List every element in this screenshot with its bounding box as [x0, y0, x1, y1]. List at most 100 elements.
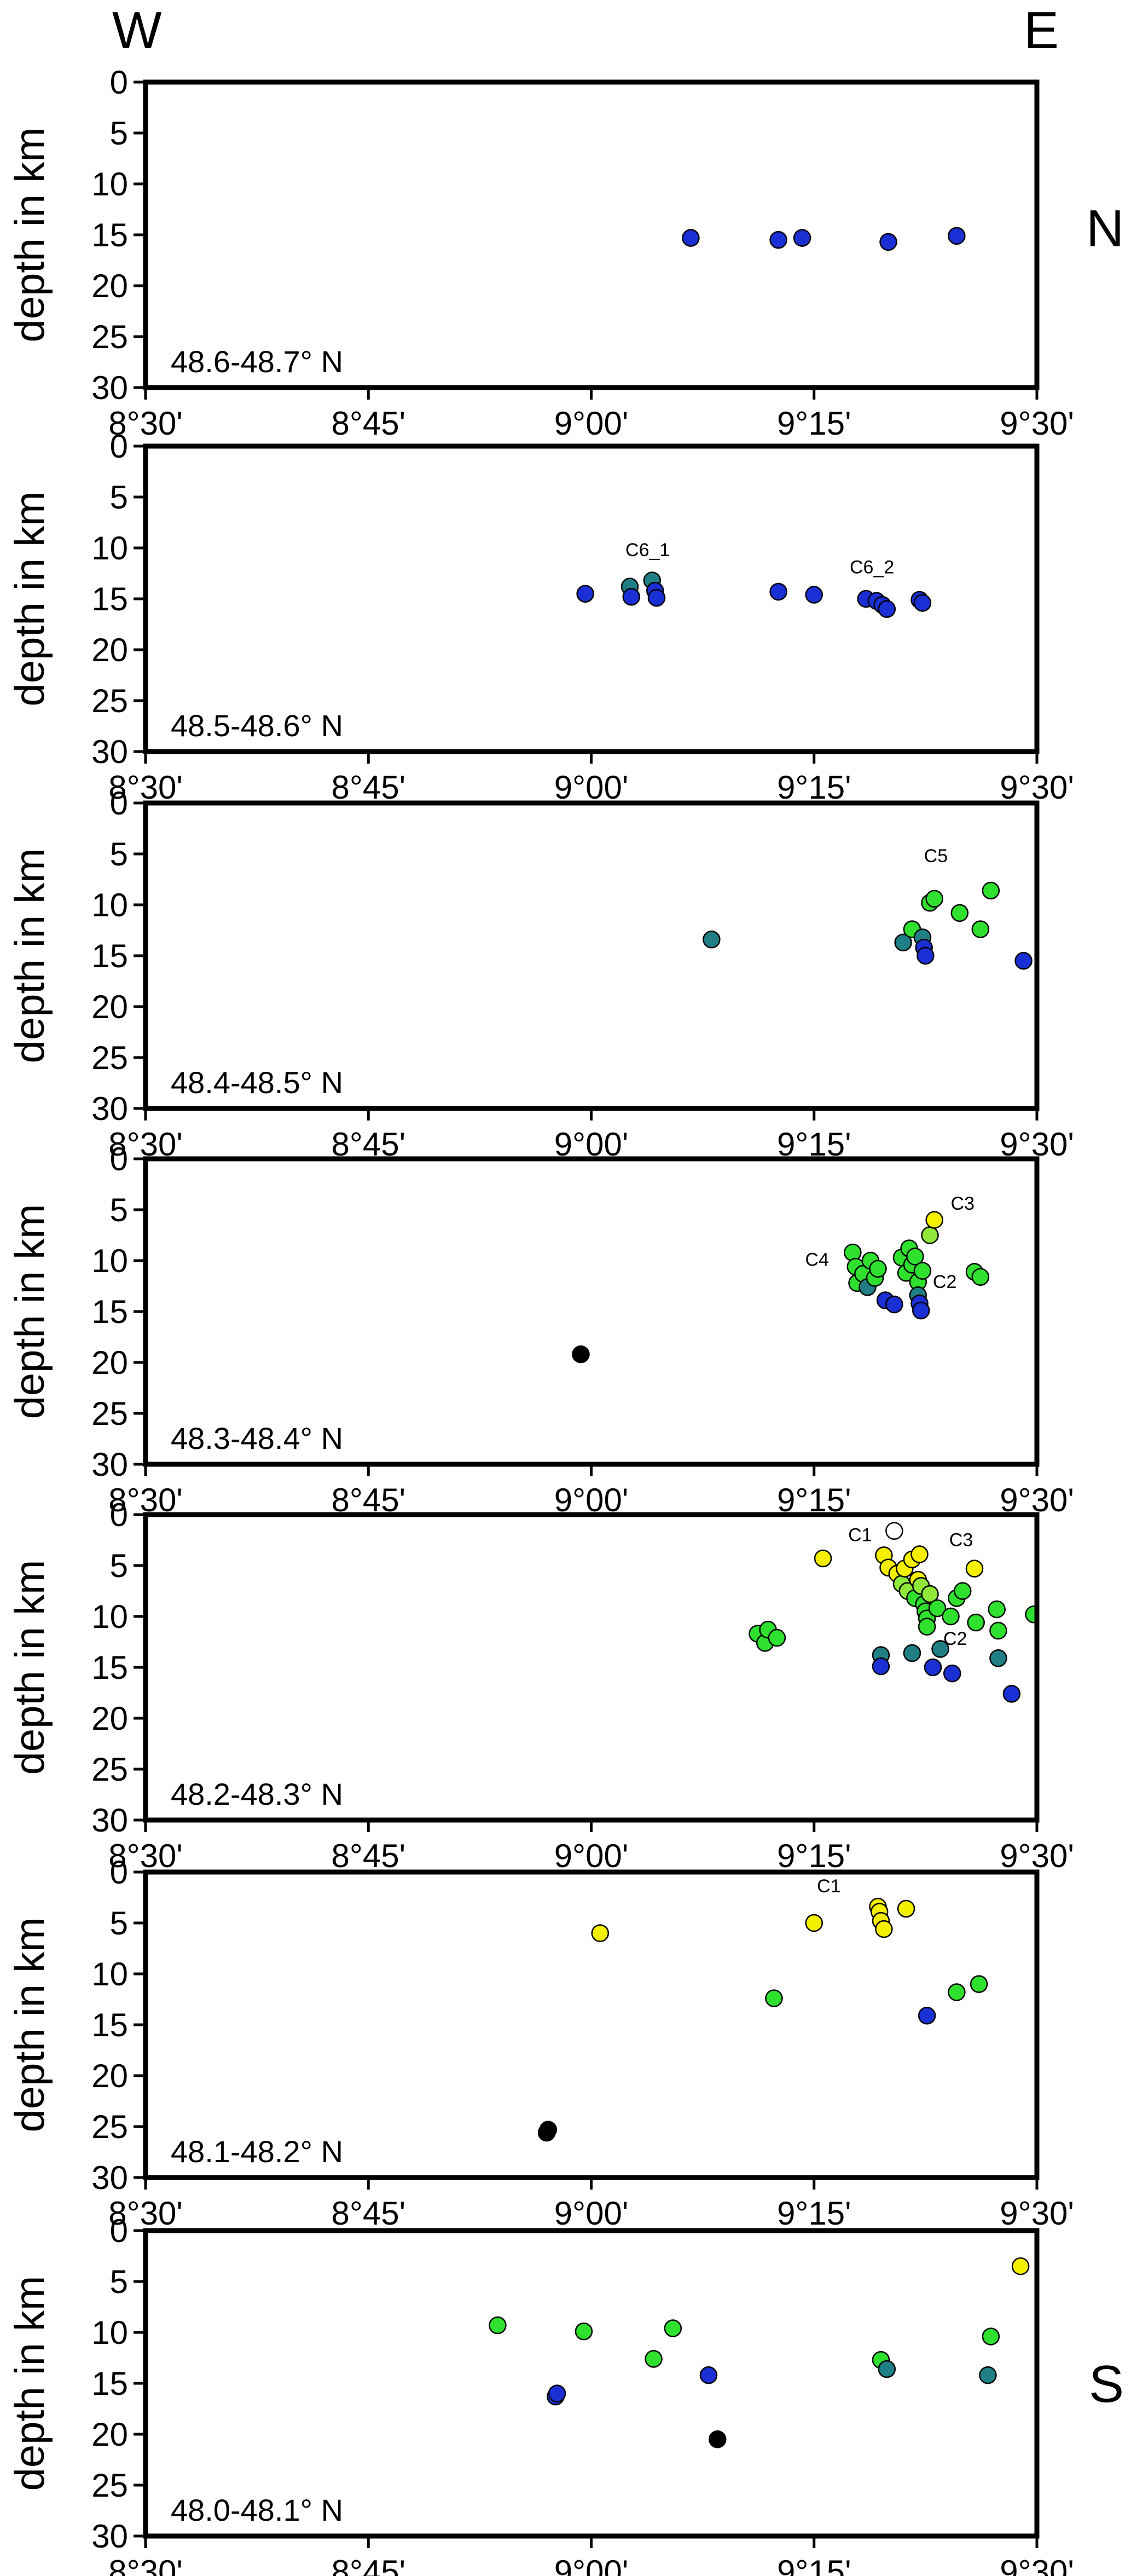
y-tick-label: 25 [91, 2109, 128, 2145]
event-point [979, 2366, 997, 2384]
event-point [942, 1607, 960, 1626]
event-point [572, 1345, 590, 1364]
event-point [913, 594, 932, 612]
event-point [894, 933, 912, 952]
y-axis-label: depth in km [7, 1560, 53, 1775]
event-point [1025, 1605, 1037, 1624]
y-tick-label: 15 [91, 217, 128, 253]
event-point [982, 881, 1000, 900]
y-tick-label: 5 [110, 1547, 128, 1584]
event-point [709, 2430, 727, 2448]
y-tick-label: 0 [110, 428, 128, 465]
event-point [918, 2007, 936, 2025]
event-point [805, 1914, 823, 1932]
event-point [793, 229, 811, 247]
x-tick-label: 9°30' [1000, 405, 1074, 442]
x-tick-label: 8°45' [331, 769, 405, 806]
event-point [917, 946, 935, 965]
event-point [1002, 1685, 1021, 1703]
y-tick-label: 20 [91, 2058, 128, 2094]
x-tick-label: 9°00' [554, 2554, 629, 2576]
y-tick-label: 30 [91, 2159, 128, 2196]
point-layer [537, 1897, 988, 2142]
x-tick-label: 9°15' [777, 2554, 851, 2576]
x-tick-label: 9°30' [1000, 769, 1074, 806]
event-point [903, 1644, 921, 1662]
event-point [703, 930, 721, 949]
y-tick-label: 15 [91, 581, 128, 617]
compass-east-label: E [1024, 1, 1059, 60]
event-point [925, 1211, 943, 1229]
latitude-band-label: 48.2-48.3° N [171, 1777, 343, 1811]
event-point [989, 1649, 1007, 1667]
event-point [913, 1262, 932, 1280]
event-point [928, 1599, 947, 1618]
y-tick-label: 5 [110, 2263, 128, 2300]
y-tick-label: 15 [91, 938, 128, 974]
y-tick-label: 20 [91, 1700, 128, 1737]
x-tick-label: 9°00' [554, 405, 629, 442]
y-axis-label: depth in km [7, 492, 53, 707]
y-axis-label: depth in km [7, 1204, 53, 1419]
y-tick-label: 25 [91, 1395, 128, 1432]
y-tick-label: 0 [110, 1141, 128, 1177]
event-point [622, 588, 641, 606]
point-layer [489, 2237, 1128, 2448]
y-tick-label: 30 [91, 1446, 128, 1483]
event-point [970, 1975, 988, 1993]
y-axis-label: depth in km [7, 2276, 53, 2491]
event-point [844, 1243, 862, 1262]
event-point [879, 233, 897, 251]
y-tick-label: 10 [91, 2314, 128, 2351]
event-point [910, 1545, 929, 1563]
event-point [769, 231, 787, 249]
event-point [885, 1295, 903, 1314]
y-tick-label: 25 [91, 1751, 128, 1788]
latitude-band-label: 48.5-48.6° N [171, 708, 343, 743]
y-tick-label: 30 [91, 733, 128, 770]
event-point [591, 1924, 610, 1942]
event-point [921, 1585, 939, 1603]
y-axis-label: depth in km [7, 848, 53, 1064]
latitude-band-label: 48.3-48.4° N [171, 1421, 343, 1456]
cluster-label: C6_2 [850, 557, 894, 578]
latitude-band-label: 48.6-48.7° N [171, 344, 343, 379]
y-tick-label: 5 [110, 1192, 128, 1228]
y-tick-label: 20 [91, 2416, 128, 2453]
cluster-label: C4 [805, 1249, 828, 1270]
x-tick-label: 8°30' [108, 405, 183, 442]
compass-north-label: N [1086, 199, 1124, 258]
y-tick-label: 20 [91, 989, 128, 1025]
point-layer [703, 881, 1033, 970]
event-point [805, 586, 823, 604]
event-point [664, 2319, 682, 2337]
event-point [878, 600, 896, 618]
x-tick-label: 9°30' [1000, 2195, 1074, 2232]
event-point [1089, 1600, 1106, 1616]
event-point [924, 1658, 942, 1677]
compass-west-label: W [112, 1, 162, 60]
event-point [897, 1899, 915, 1918]
event-point [647, 588, 666, 607]
x-tick-label: 8°45' [331, 2554, 405, 2576]
event-point [954, 1582, 972, 1600]
x-tick-label: 8°30' [108, 1838, 183, 1874]
x-tick-label: 9°30' [1000, 2554, 1074, 2576]
y-tick-label: 25 [91, 683, 128, 719]
event-point [1112, 2237, 1128, 2253]
event-point [869, 1260, 887, 1278]
event-point [943, 1664, 961, 1683]
event-point [931, 1640, 949, 1658]
event-point [768, 1628, 786, 1647]
event-point [1014, 952, 1033, 970]
y-tick-label: 30 [91, 1802, 128, 1839]
event-point [918, 1618, 936, 1636]
event-point [875, 1920, 893, 1938]
event-point [682, 229, 700, 247]
y-tick-label: 30 [91, 369, 128, 406]
event-point [982, 2327, 1000, 2346]
